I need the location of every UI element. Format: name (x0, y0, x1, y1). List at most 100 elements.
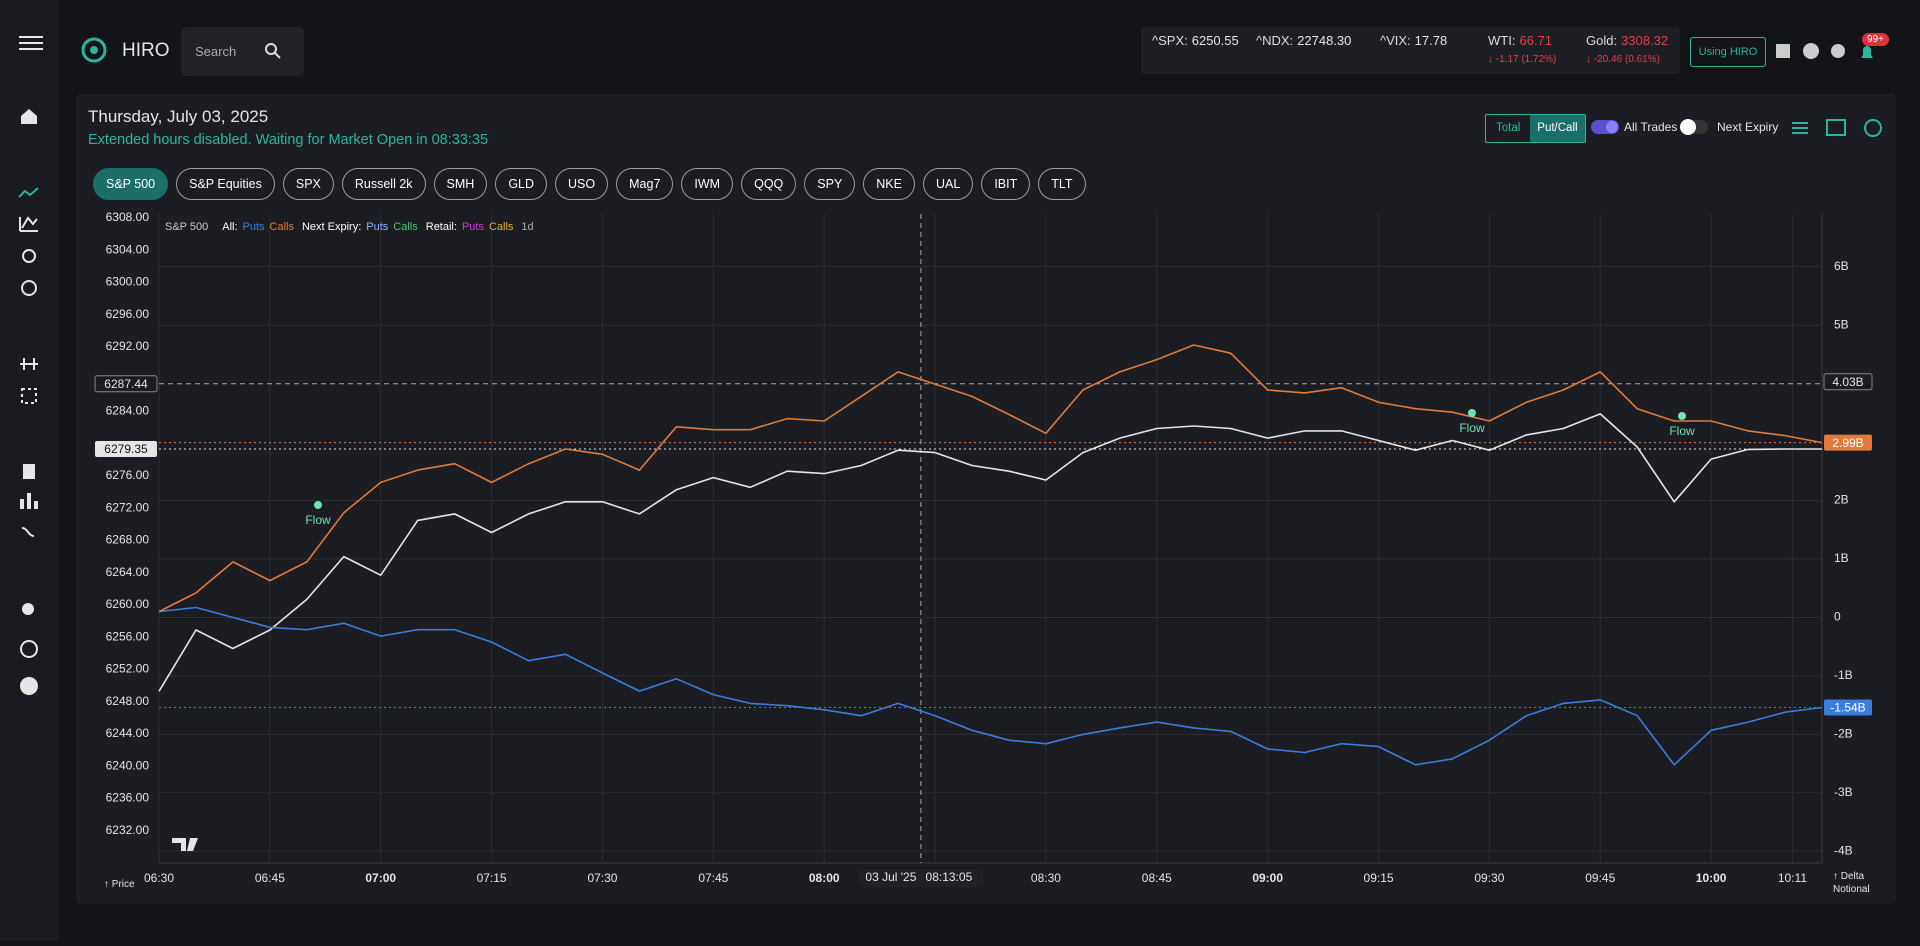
flow-icon[interactable] (21, 527, 35, 537)
toolbar-icons (1792, 119, 1882, 137)
y2-tick-label: 0 (1834, 610, 1841, 624)
y-tick-label: 6260.00 (106, 597, 150, 611)
alerts-icon[interactable] (1831, 44, 1845, 58)
market-status: Extended hours disabled. Waiting for Mar… (88, 132, 489, 148)
ticker-value: 22748.30 (1297, 33, 1352, 48)
hiro-icon[interactable] (18, 187, 39, 198)
y2-tick-label: 5B (1834, 317, 1849, 331)
y-tick-label: 6292.00 (106, 339, 150, 353)
x-tick-label: 07:30 (587, 871, 617, 885)
help-icon[interactable] (1803, 43, 1819, 59)
x-tick-label: 08:45 (1142, 871, 1172, 885)
bar-icon[interactable] (20, 493, 38, 509)
tab[interactable]: UAL (922, 168, 974, 200)
search-placeholder: Search (195, 44, 237, 59)
using-hiro-button[interactable]: Using HIRO (1690, 37, 1766, 67)
ticker-bar: ^SPX: 6250.55 ^NDX: 22748.30 ^VIX: 17.78 WTI: 6… (1141, 27, 1680, 74)
y-tick-label: 6244.00 (106, 726, 150, 740)
settings-icon[interactable] (1792, 122, 1808, 134)
legend: S&P 500 All: Puts Calls Next Expiry: Puts Call… (165, 221, 534, 233)
y-tick-label: 6248.00 (106, 694, 150, 708)
tab[interactable]: IWM (681, 168, 734, 200)
tab[interactable]: SMH (433, 168, 488, 200)
ticker-value: 17.78 (1414, 33, 1448, 48)
user-icon[interactable] (20, 677, 38, 695)
grid-icon[interactable] (21, 388, 37, 404)
tab[interactable]: USO (555, 168, 609, 200)
total-button[interactable]: Total (1496, 122, 1521, 134)
tab[interactable]: IBIT (981, 168, 1031, 200)
tab[interactable]: S&P Equities (176, 168, 275, 200)
x-tick-label: 08:00 (809, 871, 840, 885)
x-tick-label: 07:15 (477, 871, 507, 885)
ticker-value: 6250.55 (1191, 33, 1239, 48)
legend-title: S&P 500 (165, 221, 208, 233)
tab[interactable]: GLD (495, 168, 548, 200)
home-icon[interactable] (21, 109, 37, 124)
ticker-name: ^VIX: (1380, 33, 1411, 48)
y2-tick-label: 6B (1834, 259, 1849, 273)
tab[interactable]: SPY (804, 168, 856, 200)
flow-label: Flow (1459, 421, 1485, 435)
tab[interactable]: SPX (282, 168, 334, 200)
globe-icon[interactable] (20, 640, 38, 658)
y-tick-label: 6232.00 (106, 823, 150, 837)
series-line (158, 606, 1823, 766)
tab[interactable]: Russell 2k (341, 168, 426, 200)
report-icon[interactable] (23, 464, 35, 479)
scanner-icon[interactable] (22, 249, 36, 263)
all-trades-label: All Trades (1624, 120, 1678, 134)
ticker-name: ^NDX: (1256, 33, 1294, 48)
date: Thursday, July 03, 2025 (88, 107, 269, 126)
next-expiry-switch[interactable] (1680, 119, 1708, 135)
tab[interactable]: TLT (1038, 168, 1086, 200)
expand-icon[interactable] (1826, 119, 1846, 136)
tab[interactable]: Mag7 (616, 168, 674, 200)
next-expiry-label: Next Expiry (1717, 120, 1779, 134)
x-tick-label: 10:11 (1778, 871, 1807, 885)
ticker: WTI: 66.71 ↓ -1.17 (1.72%) (1488, 33, 1556, 65)
ticker-change: ↓ -1.17 (1.72%) (1488, 54, 1557, 65)
ticker-value: 66.71 (1519, 33, 1552, 48)
y-tick-label: 6268.00 (106, 533, 150, 547)
info-icon[interactable] (1864, 119, 1882, 137)
legend-item: Puts (243, 221, 266, 233)
ticker: Gold: 3308.32 ↓ -20.46 (0.61%) (1586, 33, 1668, 65)
y2-tick-label: -4B (1834, 843, 1853, 857)
legend-period: 1d (521, 221, 533, 233)
tradingview-logo (172, 838, 198, 851)
ticker-value: 3308.32 (1621, 33, 1669, 48)
compare-icon[interactable] (20, 358, 38, 370)
value-box (1824, 434, 1872, 451)
crosshair-date: 03 Jul '25 (865, 870, 916, 884)
x-tick-label: 09:15 (1364, 871, 1394, 885)
radar-icon[interactable] (21, 280, 37, 296)
y-tick-label: 6256.00 (106, 629, 150, 643)
panel (76, 94, 1896, 904)
tab[interactable]: QQQ (741, 168, 797, 200)
brand: HIRO (122, 40, 170, 61)
legend-item: Puts (366, 221, 389, 233)
x-tick-label: 06:45 (255, 871, 285, 885)
value-box-label: 4.03B (1832, 375, 1863, 389)
tab[interactable]: NKE (863, 168, 915, 200)
chart-icon[interactable] (19, 216, 38, 232)
put-call-button[interactable]: Put/Call (1530, 115, 1585, 142)
notification-icon[interactable] (1861, 46, 1873, 58)
search-box[interactable]: Search (181, 27, 304, 76)
notification-badge: 99+ (1862, 33, 1889, 46)
x-tick-label: 09:45 (1585, 871, 1615, 885)
y2-tick-label: 2B (1834, 493, 1849, 507)
y-tick-label: 6272.00 (106, 500, 150, 514)
tab[interactable]: S&P 500 (93, 168, 169, 200)
value-box-label: 6287.44 (104, 377, 148, 391)
idea-icon[interactable] (22, 603, 34, 615)
all-trades-switch[interactable] (1591, 120, 1619, 134)
menu-icon[interactable] (19, 36, 43, 50)
news-icon[interactable] (1776, 44, 1790, 58)
ticker: ^VIX: 17.78 (1380, 33, 1447, 48)
ticker-change: ↓ -20.46 (0.61%) (1586, 54, 1660, 65)
y2-axis-label: ↑ Delta Notional (1833, 871, 1870, 895)
ticker-name: ^SPX: (1152, 33, 1188, 48)
